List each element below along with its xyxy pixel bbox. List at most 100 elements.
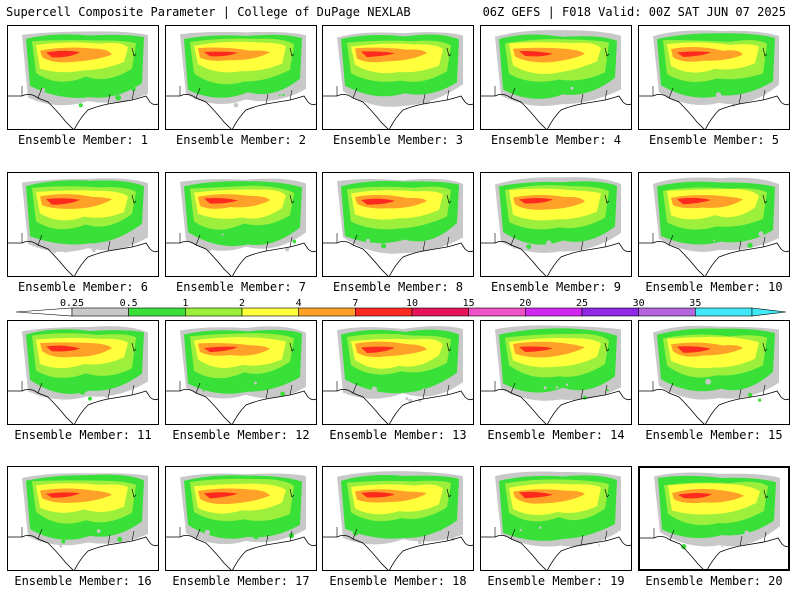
colorbar-segment <box>695 307 753 317</box>
ensemble-member-label: Ensemble Member: 2 <box>175 133 307 147</box>
scp-speck <box>526 244 532 250</box>
scp-contour-red <box>361 346 395 353</box>
scp-contour-red <box>204 346 238 353</box>
coastline <box>481 241 631 276</box>
colorbar-segment <box>355 307 413 317</box>
scp-map <box>323 471 473 570</box>
ensemble-panel[interactable] <box>480 466 632 571</box>
state-border <box>652 342 768 400</box>
coastline <box>166 535 316 570</box>
scp-contour-orange <box>40 194 112 209</box>
ensemble-panel[interactable] <box>7 320 159 425</box>
ensemble-member-label: Ensemble Member: 16 <box>14 574 152 588</box>
state-border <box>21 47 137 105</box>
scp-speck <box>91 247 96 253</box>
header-run-info: 06Z GEFS | F018 Valid: 00Z SAT JUN 07 20… <box>482 5 786 19</box>
scp-speck <box>123 535 129 541</box>
state-border <box>179 342 295 400</box>
ensemble-member-label: Ensemble Member: 20 <box>645 574 783 588</box>
scp-speck <box>253 381 257 385</box>
scp-speck <box>114 231 119 236</box>
coastline <box>8 241 158 276</box>
ensemble-panel[interactable] <box>638 25 790 130</box>
color-scale-legend: 0.25 0.5 1 2 4 7 10 15 20 25 30 35 <box>15 298 787 317</box>
ensemble-panel[interactable] <box>480 320 632 425</box>
colorbar-tick-label: 35 <box>689 298 701 309</box>
scp-speck <box>555 386 559 389</box>
scp-speck <box>444 529 451 536</box>
ensemble-panel[interactable] <box>480 172 632 277</box>
ensemble-panel[interactable] <box>638 320 790 425</box>
ensemble-panel[interactable] <box>638 466 790 571</box>
colorbar-segment <box>638 307 696 317</box>
ensemble-member-label: Ensemble Member: 19 <box>487 574 625 588</box>
ensemble-panel[interactable] <box>7 172 159 277</box>
state-border <box>179 47 295 105</box>
colorbar-tick-label: 20 <box>519 298 531 309</box>
ensemble-panel[interactable] <box>165 172 317 277</box>
ensemble-panel[interactable] <box>480 25 632 130</box>
state-border <box>652 47 768 105</box>
ensemble-panel[interactable] <box>322 320 474 425</box>
ensemble-member-label: Ensemble Member: 4 <box>490 133 622 147</box>
colorbar-tick-label: 7 <box>352 298 358 309</box>
scp-speck <box>398 241 404 248</box>
state-border <box>179 488 295 546</box>
scp-map <box>166 31 316 129</box>
ensemble-panel[interactable] <box>7 466 159 571</box>
coastline <box>323 94 473 129</box>
coastline <box>481 389 631 424</box>
scp-contour-red <box>361 492 395 498</box>
colorbar-segment <box>185 307 243 317</box>
scp-map <box>8 473 158 570</box>
scp-contour-red <box>204 51 238 57</box>
ensemble-panel[interactable] <box>322 172 474 277</box>
scp-speck <box>570 86 574 90</box>
scp-speck <box>606 389 609 392</box>
scp-map <box>166 473 316 570</box>
scp-contour-red <box>519 198 553 204</box>
scp-contour-red <box>519 50 553 57</box>
scp-speck <box>715 92 722 98</box>
scp-speck <box>539 526 542 529</box>
scp-speck <box>64 248 68 253</box>
scp-speck <box>233 102 239 108</box>
scp-speck <box>206 246 212 252</box>
ensemble-member-label: Ensemble Member: 11 <box>14 428 152 442</box>
ensemble-panel[interactable] <box>322 466 474 571</box>
colorbar-segment <box>298 307 356 317</box>
scp-contour-red <box>678 493 712 499</box>
scp-speck <box>46 87 53 94</box>
colorbar-segment <box>411 307 469 317</box>
state-border <box>336 47 452 105</box>
ensemble-panel[interactable] <box>7 25 159 130</box>
scp-speck <box>405 245 410 251</box>
scp-contour-red <box>46 492 80 498</box>
ensemble-panel[interactable] <box>322 25 474 130</box>
scp-speck <box>381 243 387 249</box>
coastline <box>323 535 473 570</box>
scp-speck <box>365 238 371 244</box>
coastline <box>481 94 631 129</box>
ensemble-panel[interactable] <box>165 320 317 425</box>
scp-speck <box>424 97 431 104</box>
scp-speck <box>88 384 92 387</box>
scp-speck <box>269 88 272 91</box>
scp-speck <box>115 94 122 101</box>
ensemble-panel[interactable] <box>165 25 317 130</box>
scp-map <box>166 326 316 424</box>
scp-map <box>481 30 631 129</box>
ensemble-panel[interactable] <box>165 466 317 571</box>
scp-contour-red <box>361 198 395 205</box>
ensemble-member-label: Ensemble Member: 15 <box>645 428 783 442</box>
ensemble-panel[interactable] <box>638 172 790 277</box>
scp-speck <box>758 398 762 402</box>
scp-speck <box>593 243 596 246</box>
scp-map <box>166 178 316 276</box>
scp-map <box>8 326 158 424</box>
colorbar-segment <box>468 307 526 317</box>
colorbar-segment <box>525 307 583 317</box>
scp-speck <box>104 393 110 398</box>
scp-contour-orange <box>513 341 585 358</box>
state-border <box>336 342 452 400</box>
